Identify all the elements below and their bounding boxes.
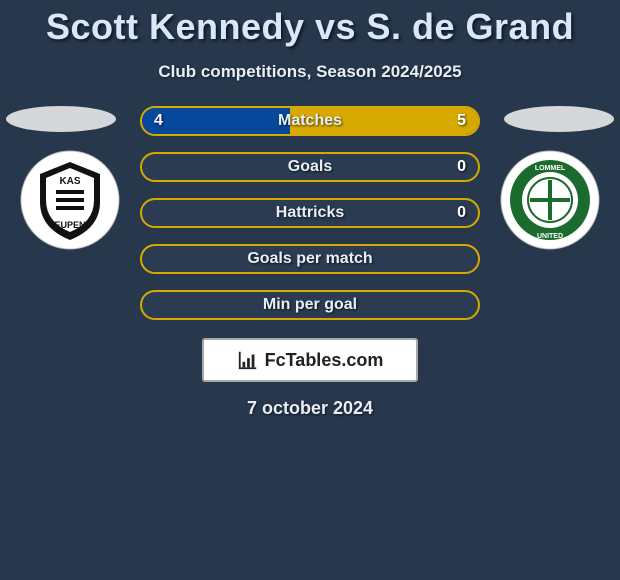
stat-fill-left <box>142 108 290 134</box>
stat-bar: 0 Goals <box>140 152 480 182</box>
club-badge-left: KAS EUPEN <box>20 150 120 250</box>
svg-text:UNITED: UNITED <box>537 233 563 240</box>
stat-value-left: 4 <box>154 112 163 130</box>
stat-bar: 0 Hattricks <box>140 198 480 228</box>
stat-bar: Goals per match <box>140 244 480 274</box>
stat-bars: 4 5 Matches 0 Goals 0 Hattricks Goals per match… <box>140 106 480 320</box>
stat-label: Min per goal <box>263 296 357 314</box>
brand-box: FcTables.com <box>202 338 418 382</box>
stat-bar: 4 5 Matches <box>140 106 480 136</box>
eupen-crest-icon: KAS EUPEN <box>20 150 120 250</box>
stat-label: Matches <box>278 112 342 130</box>
date-text: 7 october 2024 <box>0 398 620 419</box>
stat-bar: Min per goal <box>140 290 480 320</box>
stat-label: Hattricks <box>276 204 344 222</box>
chart-icon <box>237 349 259 371</box>
stat-value-right: 0 <box>457 204 466 222</box>
flag-oval-left <box>6 106 116 132</box>
svg-text:EUPEN: EUPEN <box>54 220 85 230</box>
stat-value-right: 0 <box>457 158 466 176</box>
stat-value-right: 5 <box>457 112 466 130</box>
svg-text:KAS: KAS <box>59 176 80 187</box>
flag-oval-right <box>504 106 614 132</box>
stat-label: Goals per match <box>247 250 372 268</box>
club-badge-right: LOMMEL UNITED <box>500 150 600 250</box>
brand-text: FcTables.com <box>265 350 384 371</box>
comparison-stage: KAS EUPEN LOMMEL UNITED 45Matches0Goals0… <box>0 106 620 320</box>
svg-text:LOMMEL: LOMMEL <box>535 165 566 172</box>
subtitle: Club competitions, Season 2024/2025 <box>0 62 620 82</box>
stat-label: Goals <box>288 158 332 176</box>
page-title: Scott Kennedy vs S. de Grand <box>0 0 620 48</box>
lommel-crest-icon: LOMMEL UNITED <box>500 150 600 250</box>
